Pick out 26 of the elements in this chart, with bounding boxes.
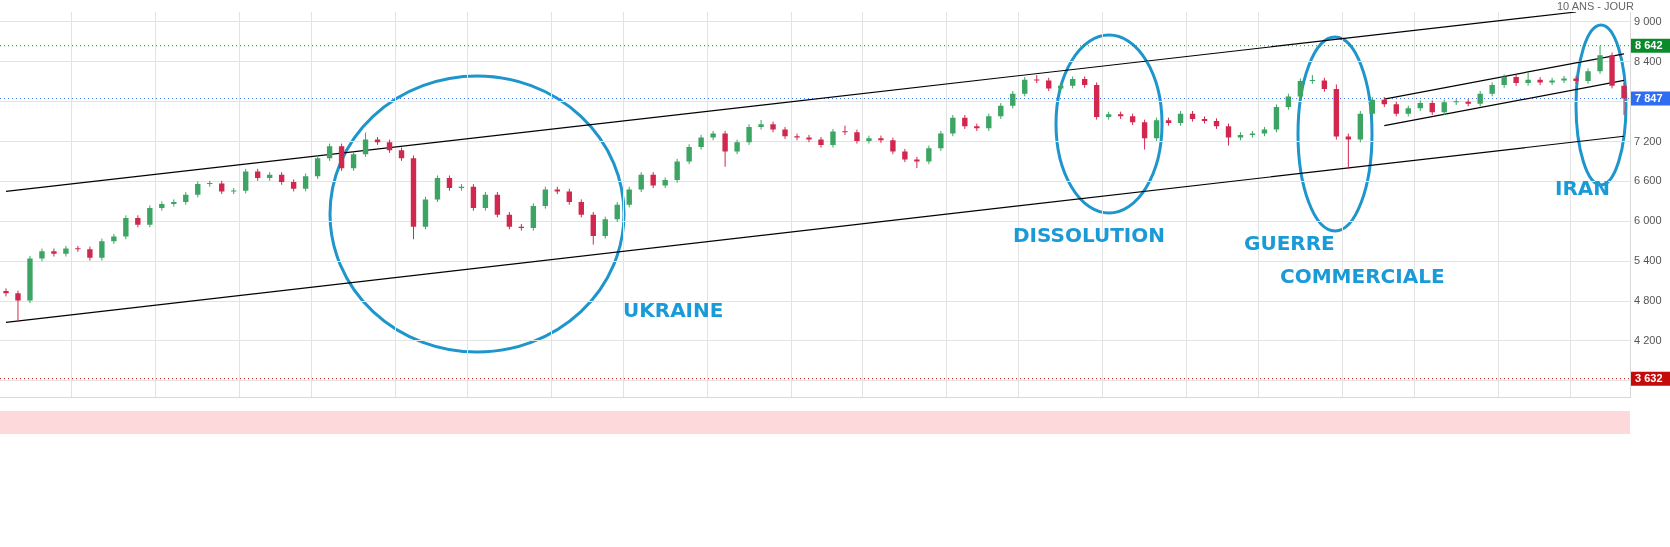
candlestick <box>1477 90 1483 107</box>
candlestick <box>794 133 800 141</box>
annotation: DISSOLUTION <box>1013 222 1166 249</box>
candlestick <box>135 214 141 228</box>
ref-line-label: 8 642 <box>1635 38 1663 51</box>
y-tick-label: 8 400 <box>1634 54 1662 67</box>
annotation: UKRAINE <box>623 297 724 324</box>
y-tick-label: 9 000 <box>1634 15 1662 27</box>
y-tick-label: 6 600 <box>1634 174 1662 187</box>
candlestick <box>147 204 153 228</box>
ref-line-label: 7 847 <box>1635 91 1663 104</box>
y-tick-label: 5 400 <box>1634 254 1662 267</box>
candlestick <box>950 114 956 137</box>
y-tick-label: 4 800 <box>1634 294 1662 307</box>
y-tick-label: 4 200 <box>1634 333 1662 346</box>
y-tick-label: 6 000 <box>1634 214 1662 227</box>
candlestick <box>123 214 129 240</box>
candlestick <box>674 158 680 184</box>
y-tick-label: 7 200 <box>1634 134 1662 147</box>
candlestick <box>1501 73 1507 89</box>
annotation: IRAN <box>1555 175 1611 202</box>
chart-subtitle: 10 ANS - JOUR <box>1556 0 1634 12</box>
candlestick <box>686 143 692 165</box>
annotation: GUERRE COMMERCIALE <box>1244 230 1445 290</box>
ref-line-label: 3 632 <box>1635 371 1663 384</box>
candlestick <box>1489 81 1495 97</box>
